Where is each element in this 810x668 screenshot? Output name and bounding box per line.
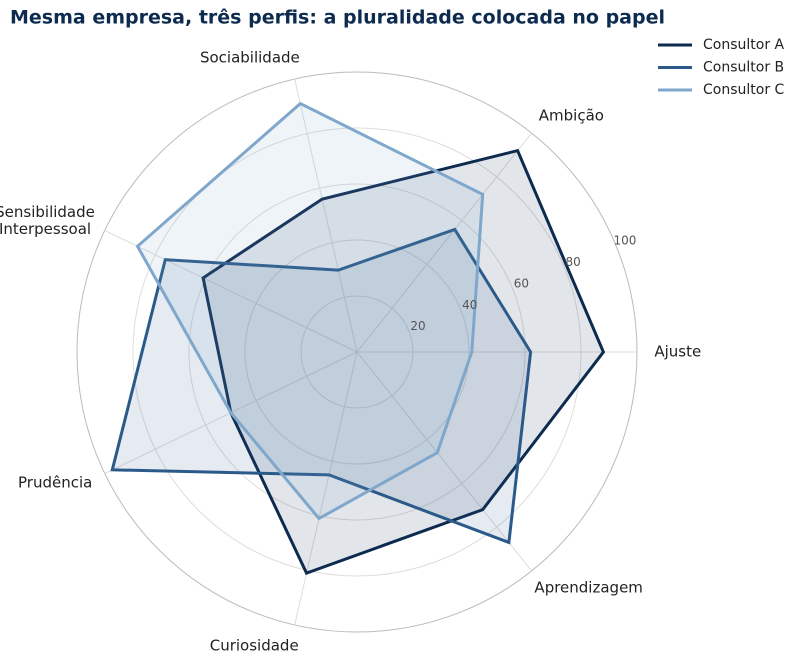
axis-label: Aprendizagem	[534, 578, 643, 597]
legend-label: Consultor B	[703, 60, 784, 76]
axis-label: Sensibilidade Interpessoal	[0, 202, 95, 238]
spoke	[104, 230, 358, 353]
r-tick-label: 100	[613, 234, 636, 248]
chart-title: Mesma empresa, três perfis: a pluralidad…	[10, 7, 665, 29]
axis-label: Curiosidade	[209, 636, 299, 655]
spoke	[356, 132, 532, 353]
spoke	[294, 351, 358, 626]
legend-label: Consultor A	[703, 37, 785, 53]
r-tick-label: 80	[566, 255, 581, 269]
spoke	[294, 78, 358, 353]
r-tick-label: 20	[410, 319, 425, 333]
axis-label: Ambição	[538, 106, 604, 125]
series-area	[203, 150, 604, 574]
axis-label: Prudência	[18, 473, 93, 492]
r-tick-label: 40	[462, 298, 477, 312]
series-line	[135, 101, 485, 521]
axis-label: Sociabilidade	[199, 48, 300, 67]
axis-label: Ajuste	[654, 342, 702, 361]
series-line	[110, 227, 533, 545]
legend-label: Consultor C	[703, 82, 785, 98]
spoke	[356, 351, 532, 572]
r-tick-label: 60	[514, 276, 529, 290]
series-area	[112, 229, 531, 543]
series-area	[137, 103, 483, 519]
